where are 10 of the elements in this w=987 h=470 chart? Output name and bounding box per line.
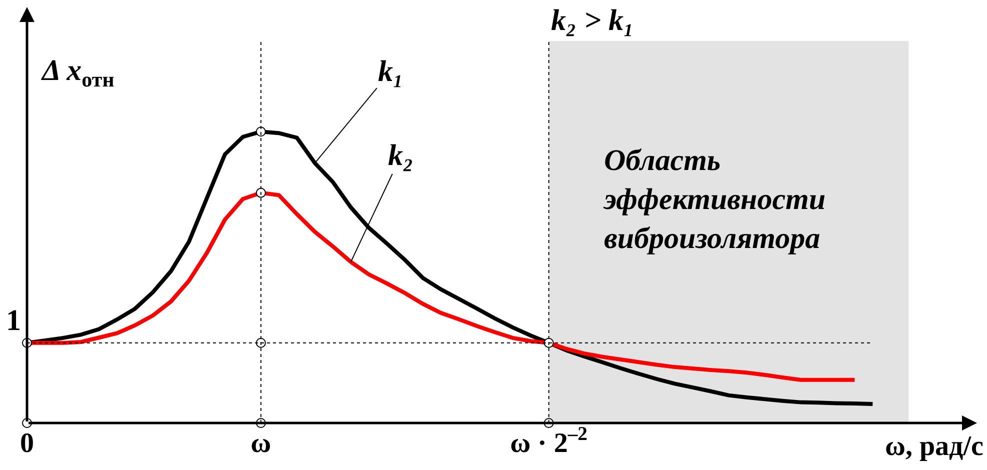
x-axis-title: ω, рад/с [885, 431, 984, 462]
annotation: 1 [6, 304, 21, 337]
text: k₁ [378, 55, 404, 88]
x-tick-label: ω [250, 428, 272, 459]
text: k₂ > k₁ [551, 4, 634, 37]
y-axis-title: Δ x$_{отн}$ [41, 54, 114, 92]
annotation: Область эффективности виброизолятора [603, 144, 826, 255]
text: k₂ [388, 139, 414, 172]
x-tick-label: 0 [20, 428, 34, 459]
x-tick-label: ω · 2$^{–2}$ [510, 424, 588, 459]
